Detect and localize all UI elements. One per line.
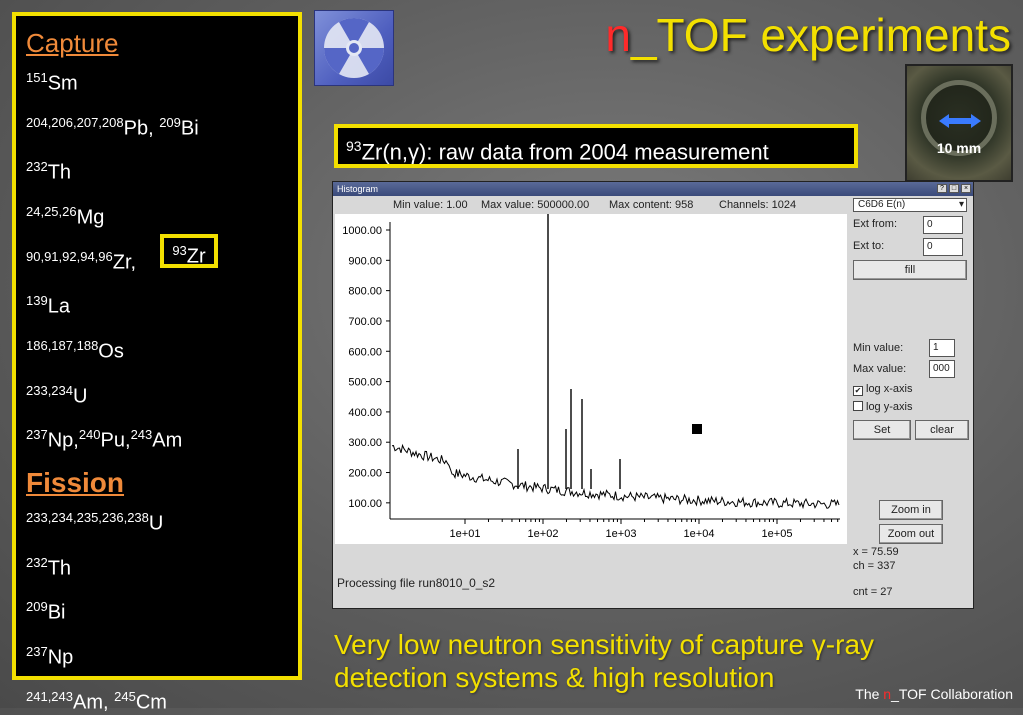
spectrum-trace xyxy=(391,443,840,510)
y-tick-label: 900.00 xyxy=(348,255,382,267)
capture-item-pb-bi: 204,206,207,208Pb, 209Bi xyxy=(26,114,199,140)
plot-header: Min value: 1.00 Max value: 500000.00 Max… xyxy=(333,198,853,213)
fission-heading: Fission xyxy=(26,466,125,498)
ext-from-input[interactable]: 0 xyxy=(923,216,963,234)
fission-item-np: 237Np xyxy=(26,643,74,669)
y-tick-label: 1000.00 xyxy=(342,225,382,237)
detector-photo: 10 mm xyxy=(905,64,1013,182)
histogram-window: Histogram ? □ × Min value: 1.00 Max valu… xyxy=(332,181,974,609)
zoom-in-button[interactable]: Zoom in xyxy=(879,500,943,520)
ext-to-input[interactable]: 0 xyxy=(923,238,963,256)
ext-from-label: Ext from: xyxy=(853,218,898,230)
histogram-chart: 1000.00 900.00 800.00 700.00 600.00 500.00 400… xyxy=(342,209,840,540)
ext-to-label: Ext to: xyxy=(853,240,885,252)
status-text: Processing file run8010_0_s2 xyxy=(337,576,496,590)
readout-cnt: cnt = 27 xyxy=(853,586,893,598)
readout-x: x = 75.59 xyxy=(853,546,899,558)
min-value-text: Min value: 1.00 xyxy=(393,199,468,211)
window-titlebar[interactable]: Histogram ? □ × xyxy=(333,182,973,196)
capture-item-zr: 90,91,92,94,96Zr, xyxy=(26,248,137,274)
capture-item-u: 233,234U xyxy=(26,382,88,408)
x-tick-label: 1e+02 xyxy=(528,528,559,540)
y-tick-label: 300.00 xyxy=(348,437,382,449)
max-content-text: Max content: 958 xyxy=(609,199,694,211)
x-tick-label: 1e+01 xyxy=(450,528,481,540)
cursor-marker xyxy=(692,424,702,434)
capture-item-np-pu-am: 237Np,240Pu,243Am xyxy=(26,427,183,452)
isotope-list-panel: Capture 151Sm 204,206,207,208Pb, 209Bi 2… xyxy=(12,12,302,713)
capture-heading: Capture xyxy=(26,28,119,58)
capture-item-la: 139La xyxy=(26,293,70,318)
histogram-plot[interactable]: 1000.00 900.00 800.00 700.00 600.00 500.00 400… xyxy=(335,209,847,544)
fission-item-th: 232Th xyxy=(26,554,72,580)
fill-button[interactable]: fill xyxy=(853,260,967,280)
detector-ring xyxy=(921,80,997,156)
y-tick-label: 600.00 xyxy=(348,346,382,358)
y-tick-label: 800.00 xyxy=(348,286,382,298)
fission-item-am-cm: 241,243Am, 245Cm xyxy=(26,688,167,714)
capture-item-sm: 151Sm xyxy=(26,70,78,95)
checkbox-icon xyxy=(853,401,863,411)
spectrum-select[interactable]: C6D6 E(n) ▾ xyxy=(853,198,967,212)
max-value-text: Max value: 500000.00 xyxy=(481,199,590,211)
window-title: Histogram xyxy=(337,184,379,194)
y-tick-label: 500.00 xyxy=(348,377,382,389)
maximize-button[interactable]: □ xyxy=(949,184,959,193)
detector-scale-label: 10 mm xyxy=(936,140,982,156)
caption-line-1: Very low neutron sensitivity of capture … xyxy=(334,629,875,660)
min-value-label: Min value: xyxy=(853,342,904,354)
control-panel: C6D6 E(n) ▾ Ext from: 0 Ext to: 0 fill Mi… xyxy=(851,196,973,608)
credits: The n_TOF Collaboration xyxy=(855,686,1013,702)
channels-text: Channels: 1024 xyxy=(719,199,797,211)
readout-ch: ch = 337 xyxy=(853,560,896,572)
set-button[interactable]: Set xyxy=(853,420,911,440)
x-tick-label: 1e+04 xyxy=(684,528,715,540)
caption-line-2: detection systems & high resolution xyxy=(334,662,775,693)
y-tick-label: 700.00 xyxy=(348,316,382,328)
capture-item-os: 186,187,188Os xyxy=(26,337,124,363)
help-button[interactable]: ? xyxy=(937,184,947,193)
log-y-checkbox[interactable]: log y-axis xyxy=(853,401,912,413)
close-button[interactable]: × xyxy=(961,184,971,193)
clear-button[interactable]: clear xyxy=(915,420,969,440)
subtitle-box: 93Zr(n,γ): raw data from 2004 measuremen… xyxy=(334,124,858,168)
x-tick-label: 1e+03 xyxy=(606,528,637,540)
zoom-out-button[interactable]: Zoom out xyxy=(879,524,943,544)
max-value-input[interactable]: 000 xyxy=(929,360,955,378)
y-tick-label: 400.00 xyxy=(348,407,382,419)
capture-item-th: 232Th xyxy=(26,159,72,184)
zr93-highlight-box: 93Zr xyxy=(160,234,218,268)
radiation-icon xyxy=(314,10,394,86)
bottom-caption: Very low neutron sensitivity of capture … xyxy=(334,628,954,694)
x-tick-label: 1e+05 xyxy=(762,528,793,540)
y-tick-label: 200.00 xyxy=(348,468,382,480)
max-value-label: Max value: xyxy=(853,363,907,375)
y-tick-label: 100.00 xyxy=(348,498,382,510)
min-value-input[interactable]: 1 xyxy=(929,339,955,357)
checkbox-icon: ✔ xyxy=(853,386,863,396)
capture-item-mg: 24,25,26Mg xyxy=(26,203,105,229)
dropdown-arrow-icon: ▾ xyxy=(958,199,964,210)
double-arrow-icon xyxy=(939,114,981,128)
page-title: n_TOF experiments xyxy=(605,9,1011,61)
log-x-checkbox[interactable]: ✔ log x-axis xyxy=(853,383,913,396)
fission-item-bi: 209Bi xyxy=(26,599,66,624)
fission-item-u: 233,234,235,236,238U xyxy=(26,509,164,535)
